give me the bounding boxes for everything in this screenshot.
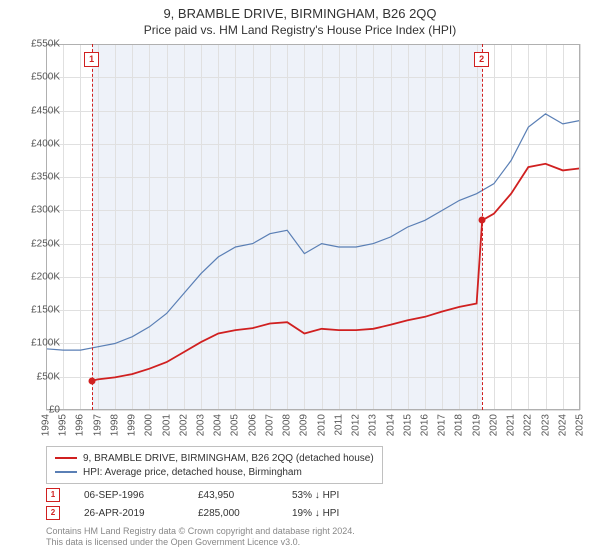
sale-delta: 53% ↓ HPI: [292, 490, 339, 501]
x-axis-label: 2021: [506, 414, 517, 436]
x-axis-label: 1996: [75, 414, 86, 436]
table-row: 2 26-APR-2019 £285,000 19% ↓ HPI: [46, 504, 339, 522]
x-axis-label: 2011: [333, 414, 344, 436]
x-axis-label: 1997: [92, 414, 103, 436]
x-axis-label: 1995: [58, 414, 69, 436]
sale-marker-box: 2: [474, 52, 489, 67]
x-axis-label: 2010: [316, 414, 327, 436]
sale-price: £43,950: [198, 490, 268, 501]
y-axis-label: £100K: [10, 338, 60, 349]
x-axis-label: 2014: [385, 414, 396, 436]
sale-price: £285,000: [198, 508, 268, 519]
sale-marker-2: 2: [46, 506, 60, 520]
attribution-line: This data is licensed under the Open Gov…: [46, 537, 355, 548]
sale-dot: [479, 217, 486, 224]
x-axis-label: 2012: [351, 414, 362, 436]
attribution-line: Contains HM Land Registry data © Crown c…: [46, 526, 355, 537]
page-title: 9, BRAMBLE DRIVE, BIRMINGHAM, B26 2QQ: [0, 6, 600, 21]
gridline-h: [46, 410, 580, 411]
legend-swatch-hpi: [55, 471, 77, 473]
x-axis-label: 1999: [127, 414, 138, 436]
y-axis-label: £500K: [10, 72, 60, 83]
sale-marker-1: 1: [46, 488, 60, 502]
y-axis-label: £450K: [10, 105, 60, 116]
x-axis-label: 2007: [264, 414, 275, 436]
x-axis-label: 2001: [161, 414, 172, 436]
table-row: 1 06-SEP-1996 £43,950 53% ↓ HPI: [46, 486, 339, 504]
attribution: Contains HM Land Registry data © Crown c…: [46, 526, 355, 549]
x-axis-label: 2009: [299, 414, 310, 436]
sale-dash-line: [482, 44, 483, 410]
x-axis-label: 2013: [368, 414, 379, 436]
y-axis-label: £50K: [10, 371, 60, 382]
x-axis-label: 2020: [488, 414, 499, 436]
x-axis-label: 2023: [540, 414, 551, 436]
y-axis-label: £200K: [10, 271, 60, 282]
x-axis-label: 2019: [471, 414, 482, 436]
x-axis-label: 1998: [109, 414, 120, 436]
sale-date: 06-SEP-1996: [84, 490, 174, 501]
y-axis-label: £550K: [10, 39, 60, 50]
x-axis-label: 2008: [282, 414, 293, 436]
x-axis-label: 2005: [230, 414, 241, 436]
x-axis-label: 2025: [575, 414, 586, 436]
y-axis-label: £400K: [10, 138, 60, 149]
x-axis-label: 2017: [437, 414, 448, 436]
x-axis-label: 2022: [523, 414, 534, 436]
price-chart: 12: [46, 44, 580, 410]
y-axis-label: £300K: [10, 205, 60, 216]
x-axis-label: 2015: [402, 414, 413, 436]
legend-swatch-property: [55, 457, 77, 459]
sale-dash-line: [92, 44, 93, 410]
y-axis-label: £150K: [10, 305, 60, 316]
sales-table: 1 06-SEP-1996 £43,950 53% ↓ HPI 2 26-APR…: [46, 486, 339, 522]
gridline-v: [580, 44, 581, 410]
x-axis-label: 2000: [144, 414, 155, 436]
page-subtitle: Price paid vs. HM Land Registry's House …: [0, 23, 600, 37]
x-axis-label: 2024: [557, 414, 568, 436]
legend: 9, BRAMBLE DRIVE, BIRMINGHAM, B26 2QQ (d…: [46, 446, 383, 484]
sale-delta: 19% ↓ HPI: [292, 508, 339, 519]
x-axis-label: 1994: [41, 414, 52, 436]
sale-marker-box: 1: [84, 52, 99, 67]
sale-date: 26-APR-2019: [84, 508, 174, 519]
y-axis-label: £0: [10, 405, 60, 416]
x-axis-label: 2002: [178, 414, 189, 436]
x-axis-label: 2006: [247, 414, 258, 436]
legend-label-property: 9, BRAMBLE DRIVE, BIRMINGHAM, B26 2QQ (d…: [83, 453, 374, 464]
x-axis-label: 2004: [213, 414, 224, 436]
legend-label-hpi: HPI: Average price, detached house, Birm…: [83, 467, 302, 478]
sale-dot: [89, 377, 96, 384]
x-axis-label: 2016: [419, 414, 430, 436]
chart-border: [46, 44, 580, 410]
x-axis-label: 2003: [196, 414, 207, 436]
y-axis-label: £250K: [10, 238, 60, 249]
x-axis-label: 2018: [454, 414, 465, 436]
y-axis-label: £350K: [10, 172, 60, 183]
